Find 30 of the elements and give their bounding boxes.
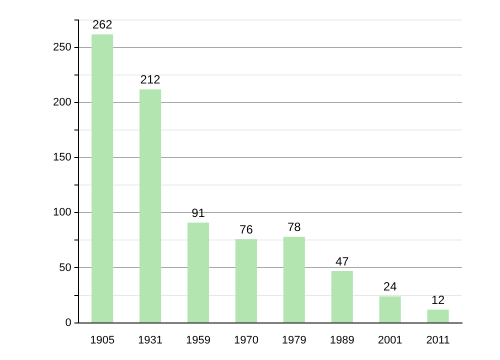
bar [187,222,210,322]
y-tick-label: 100 [52,206,72,219]
x-tick-label: 2001 [378,334,402,346]
data-label: 47 [335,254,350,268]
x-tick-label: 1979 [282,334,306,346]
x-tick-label: 1931 [138,334,163,346]
data-label: 76 [240,222,254,236]
bar [331,271,353,322]
y-tick-label: 0 [65,316,72,329]
x-tick-label: 2011 [426,334,450,346]
bar [379,296,401,322]
data-label: 91 [192,206,206,220]
y-tick-label: 200 [52,96,72,109]
x-tick-label: 1989 [330,334,354,346]
y-tick-label: 250 [52,42,72,54]
data-label: 212 [140,72,161,87]
bar [427,310,449,322]
y-tick-label: 50 [59,262,72,274]
data-label: 78 [287,220,302,234]
x-tick-label: 1905 [90,334,115,346]
data-label: 12 [431,292,446,307]
bar [92,34,114,322]
data-label: 24 [383,280,398,294]
x-tick-label: 1959 [186,334,210,346]
bar [235,239,257,322]
data-label: 262 [92,18,113,32]
bar [283,236,305,322]
bar [139,89,162,322]
x-tick-label: 1970 [234,334,258,346]
y-tick-label: 150 [52,152,72,164]
